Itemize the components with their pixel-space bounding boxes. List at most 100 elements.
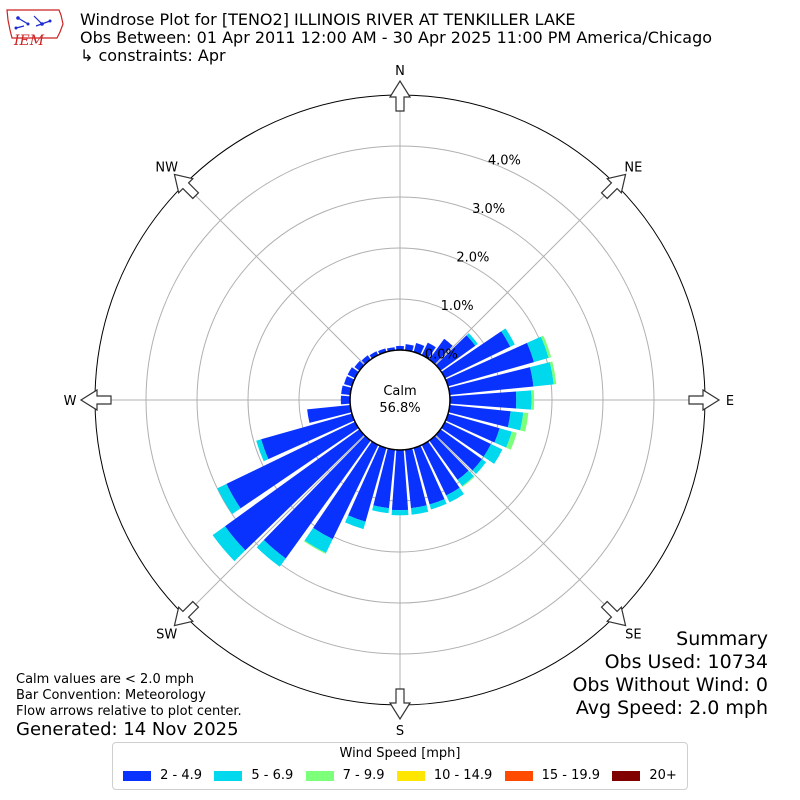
calm-note: Calm values are < 2.0 mph	[16, 672, 195, 687]
wind-bar-segment	[457, 470, 474, 487]
legend-swatch	[504, 770, 533, 781]
wind-bar-segment	[441, 421, 491, 457]
direction-labels: N NE E SE S SW W NW	[64, 64, 735, 739]
grid-spoke	[435, 435, 617, 617]
wind-bar-segment	[448, 405, 511, 428]
iem-logo: IEM	[6, 9, 64, 49]
direction-label: NW	[155, 161, 178, 176]
wind-bar-segment	[378, 348, 387, 355]
wind-bar-segment	[225, 429, 365, 551]
summary-panel: Summary Obs Used: 10734 Obs Without Wind…	[572, 628, 768, 720]
legend-label: 20+	[649, 768, 677, 783]
wind-bar-segment	[391, 449, 409, 511]
wind-bar-segment	[372, 505, 390, 514]
wind-bar-segment	[448, 367, 534, 395]
direction-label: S	[396, 724, 404, 739]
wind-bar-segment	[540, 335, 552, 358]
wind-bar-segment	[396, 345, 404, 351]
flow-arrows	[79, 79, 721, 721]
legend-entry: 5 - 6.9	[214, 768, 293, 783]
wind-bar-segment	[410, 505, 429, 515]
legend-entry: 2 - 4.9	[123, 768, 202, 783]
wind-bar-segment	[256, 540, 286, 567]
wind-bar-segment	[391, 509, 409, 516]
legend-entry: 7 - 9.9	[305, 768, 385, 783]
radial-tick-label: 0.0%	[425, 347, 458, 362]
wind-bar-segment	[421, 441, 460, 496]
wind-bar-segment	[369, 351, 379, 359]
legend-entry: 10 - 14.9	[396, 768, 492, 783]
generated-date: Generated: 14 Nov 2025	[16, 719, 239, 740]
avg-speed: Avg Speed: 2.0 mph	[575, 697, 768, 719]
wind-bar-segment	[405, 344, 414, 352]
wind-bar-segment	[549, 361, 557, 385]
flow-arrow-icon	[173, 600, 200, 627]
wind-bar-segment	[435, 335, 476, 371]
wind-bar-segment	[435, 429, 482, 471]
obs-used: Obs Used: 10734	[604, 651, 768, 673]
wind-bar-segment	[413, 445, 445, 505]
wind-bar-segment	[307, 405, 352, 423]
legend-swatch	[214, 770, 243, 781]
wind-bar-segment	[413, 343, 425, 355]
calm-label: Calm	[383, 384, 416, 399]
wind-bar-segment	[345, 515, 366, 530]
calm-circle: Calm 56.8%	[349, 349, 451, 451]
wind-bar-segment	[373, 448, 395, 509]
wind-bar-segment	[515, 390, 532, 410]
wind-bar-segment	[344, 376, 355, 387]
wind-bar-segment	[445, 413, 500, 443]
radial-tick-labels: 0.0% 1.0% 2.0% 3.0% 4.0%	[425, 153, 521, 362]
wind-bar-segment	[261, 413, 355, 460]
legend: Wind Speed [mph] 2 - 4.9 5 - 6.9 7 - 9.9 10…	[112, 742, 688, 790]
wind-bar-segment	[341, 385, 352, 395]
wind-bar-segment	[530, 362, 554, 387]
title-line-3: ↳ constraints: Apr	[80, 46, 226, 65]
wind-bar-segment	[483, 443, 503, 464]
grid-spoke	[435, 183, 617, 365]
legend-label: 2 - 4.9	[160, 768, 203, 783]
wind-bars	[212, 328, 557, 567]
wind-bar-segment	[340, 395, 351, 405]
notes-panel: Calm values are < 2.0 mph Bar Convention…	[16, 672, 242, 720]
legend-label: 7 - 9.9	[342, 768, 385, 783]
wind-bar-segment	[354, 360, 365, 371]
wind-bar-segment	[226, 421, 359, 509]
direction-label: SW	[156, 627, 177, 642]
legend-entry: 20+	[612, 768, 677, 783]
grid-spoke	[183, 183, 365, 365]
legend-items: 2 - 4.9 5 - 6.9 7 - 9.9 10 - 14.9 15 - 19.9 2…	[113, 768, 687, 783]
legend-swatch	[396, 770, 425, 781]
wind-bar-segment	[462, 476, 475, 487]
logo-text: IEM	[13, 33, 45, 49]
flow-arrow-icon	[600, 173, 627, 200]
flow-arrow-icon	[388, 688, 412, 721]
wind-bar-segment	[527, 336, 549, 363]
direction-label: W	[64, 394, 77, 409]
wind-bar-segment	[449, 391, 517, 409]
flow-arrow-icon	[173, 173, 200, 200]
direction-label: E	[726, 394, 734, 409]
wind-bar-segment	[441, 331, 511, 379]
wind-bar-segment	[313, 441, 379, 540]
radial-tick-label: 2.0%	[456, 250, 489, 265]
title-line-1: Windrose Plot for [TENO2] ILLINOIS RIVER…	[80, 10, 576, 29]
convention-note: Bar Convention: Meteorology	[16, 688, 206, 703]
wind-bar-segment	[304, 527, 333, 553]
legend-label: 5 - 6.9	[251, 768, 294, 783]
radial-tick-label: 4.0%	[488, 153, 521, 168]
wind-bar-segment	[361, 355, 371, 365]
wind-bar-segment	[445, 342, 534, 387]
flow-arrow-icon	[600, 600, 627, 627]
radial-tick-label: 1.0%	[441, 299, 474, 314]
wind-bar-segment	[263, 435, 371, 559]
obs-without-wind: Obs Without Wind: 0	[572, 674, 768, 696]
wind-bar-segment	[212, 526, 246, 562]
calm-value: 56.8%	[379, 401, 420, 416]
wind-bar-segment	[501, 328, 515, 347]
wind-bar-segment	[466, 333, 478, 346]
wind-bar-segment	[429, 338, 453, 365]
wind-bar-segment	[303, 540, 327, 554]
wind-bar-segment	[256, 439, 269, 462]
